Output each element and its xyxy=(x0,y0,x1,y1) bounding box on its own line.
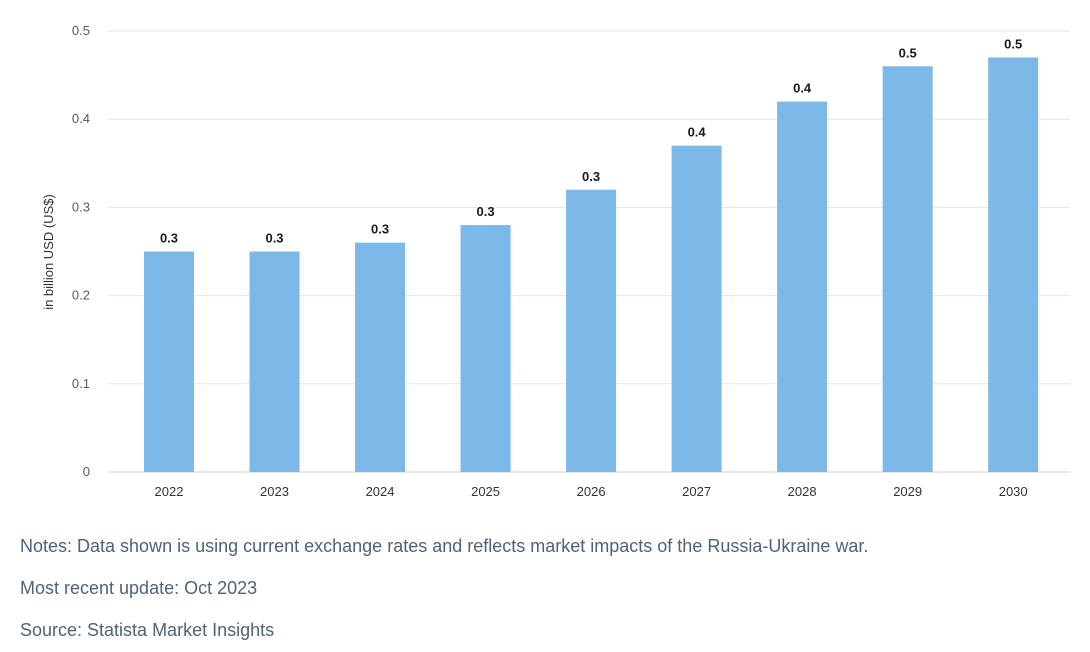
bar-2029[interactable] xyxy=(882,66,933,472)
data-label-2024: 0.3 xyxy=(371,222,389,237)
y-tick-label: 0.4 xyxy=(72,111,90,126)
data-label-2028: 0.4 xyxy=(793,81,812,96)
notes-text: Notes: Data shown is using current excha… xyxy=(20,536,869,556)
y-tick-label: 0.3 xyxy=(72,199,90,214)
data-label-2026: 0.3 xyxy=(582,169,600,184)
bar-chart: 0.3 0.3 0.3 0.3 0.3 0.4 0.4 0.5 0.5 2022 2023 2024… xyxy=(41,23,1070,499)
x-tick-label: 2026 xyxy=(577,484,606,499)
x-tick-label: 2028 xyxy=(788,484,817,499)
bar-2027[interactable] xyxy=(671,145,722,472)
data-label-2025: 0.3 xyxy=(477,204,495,219)
update-text: Most recent update: Oct 2023 xyxy=(20,578,258,598)
x-tick-label: 2024 xyxy=(366,484,395,499)
data-label-2023: 0.3 xyxy=(265,231,283,246)
x-tick-label: 2029 xyxy=(893,484,922,499)
y-axis-ticks: 0 0.1 0.2 0.3 0.4 0.5 xyxy=(72,23,90,479)
data-label-2027: 0.4 xyxy=(688,125,707,140)
bar-2028[interactable] xyxy=(777,101,828,472)
bar-2023[interactable] xyxy=(249,251,300,473)
source-text: Source: Statista Market Insights xyxy=(20,620,275,640)
y-tick-label: 0.2 xyxy=(72,288,90,303)
data-label-2030: 0.5 xyxy=(1004,36,1022,51)
bar-2025[interactable] xyxy=(460,225,511,472)
data-label-2029: 0.5 xyxy=(899,45,917,60)
bar-2030[interactable] xyxy=(988,57,1039,473)
y-axis-label: in billion USD (US$) xyxy=(41,194,56,310)
bar-2026[interactable] xyxy=(566,189,617,472)
y-tick-label: 0.5 xyxy=(72,23,90,38)
x-axis-ticks: 2022 2023 2024 2025 2026 2027 2028 2029 2030 xyxy=(155,484,1028,499)
bar-2022[interactable] xyxy=(144,251,194,473)
x-tick-label: 2022 xyxy=(155,484,184,499)
x-tick-label: 2030 xyxy=(999,484,1028,499)
chart-footer: Notes: Data shown is using current excha… xyxy=(20,533,1080,652)
bars xyxy=(144,57,1039,473)
data-labels: 0.3 0.3 0.3 0.3 0.3 0.4 0.4 0.5 0.5 xyxy=(160,36,1022,245)
x-tick-label: 2027 xyxy=(682,484,711,499)
y-tick-label: 0 xyxy=(83,464,90,479)
y-tick-label: 0.1 xyxy=(72,376,90,391)
x-tick-label: 2023 xyxy=(260,484,289,499)
bar-2024[interactable] xyxy=(355,242,406,472)
x-tick-label: 2025 xyxy=(471,484,500,499)
data-label-2022: 0.3 xyxy=(160,231,178,246)
